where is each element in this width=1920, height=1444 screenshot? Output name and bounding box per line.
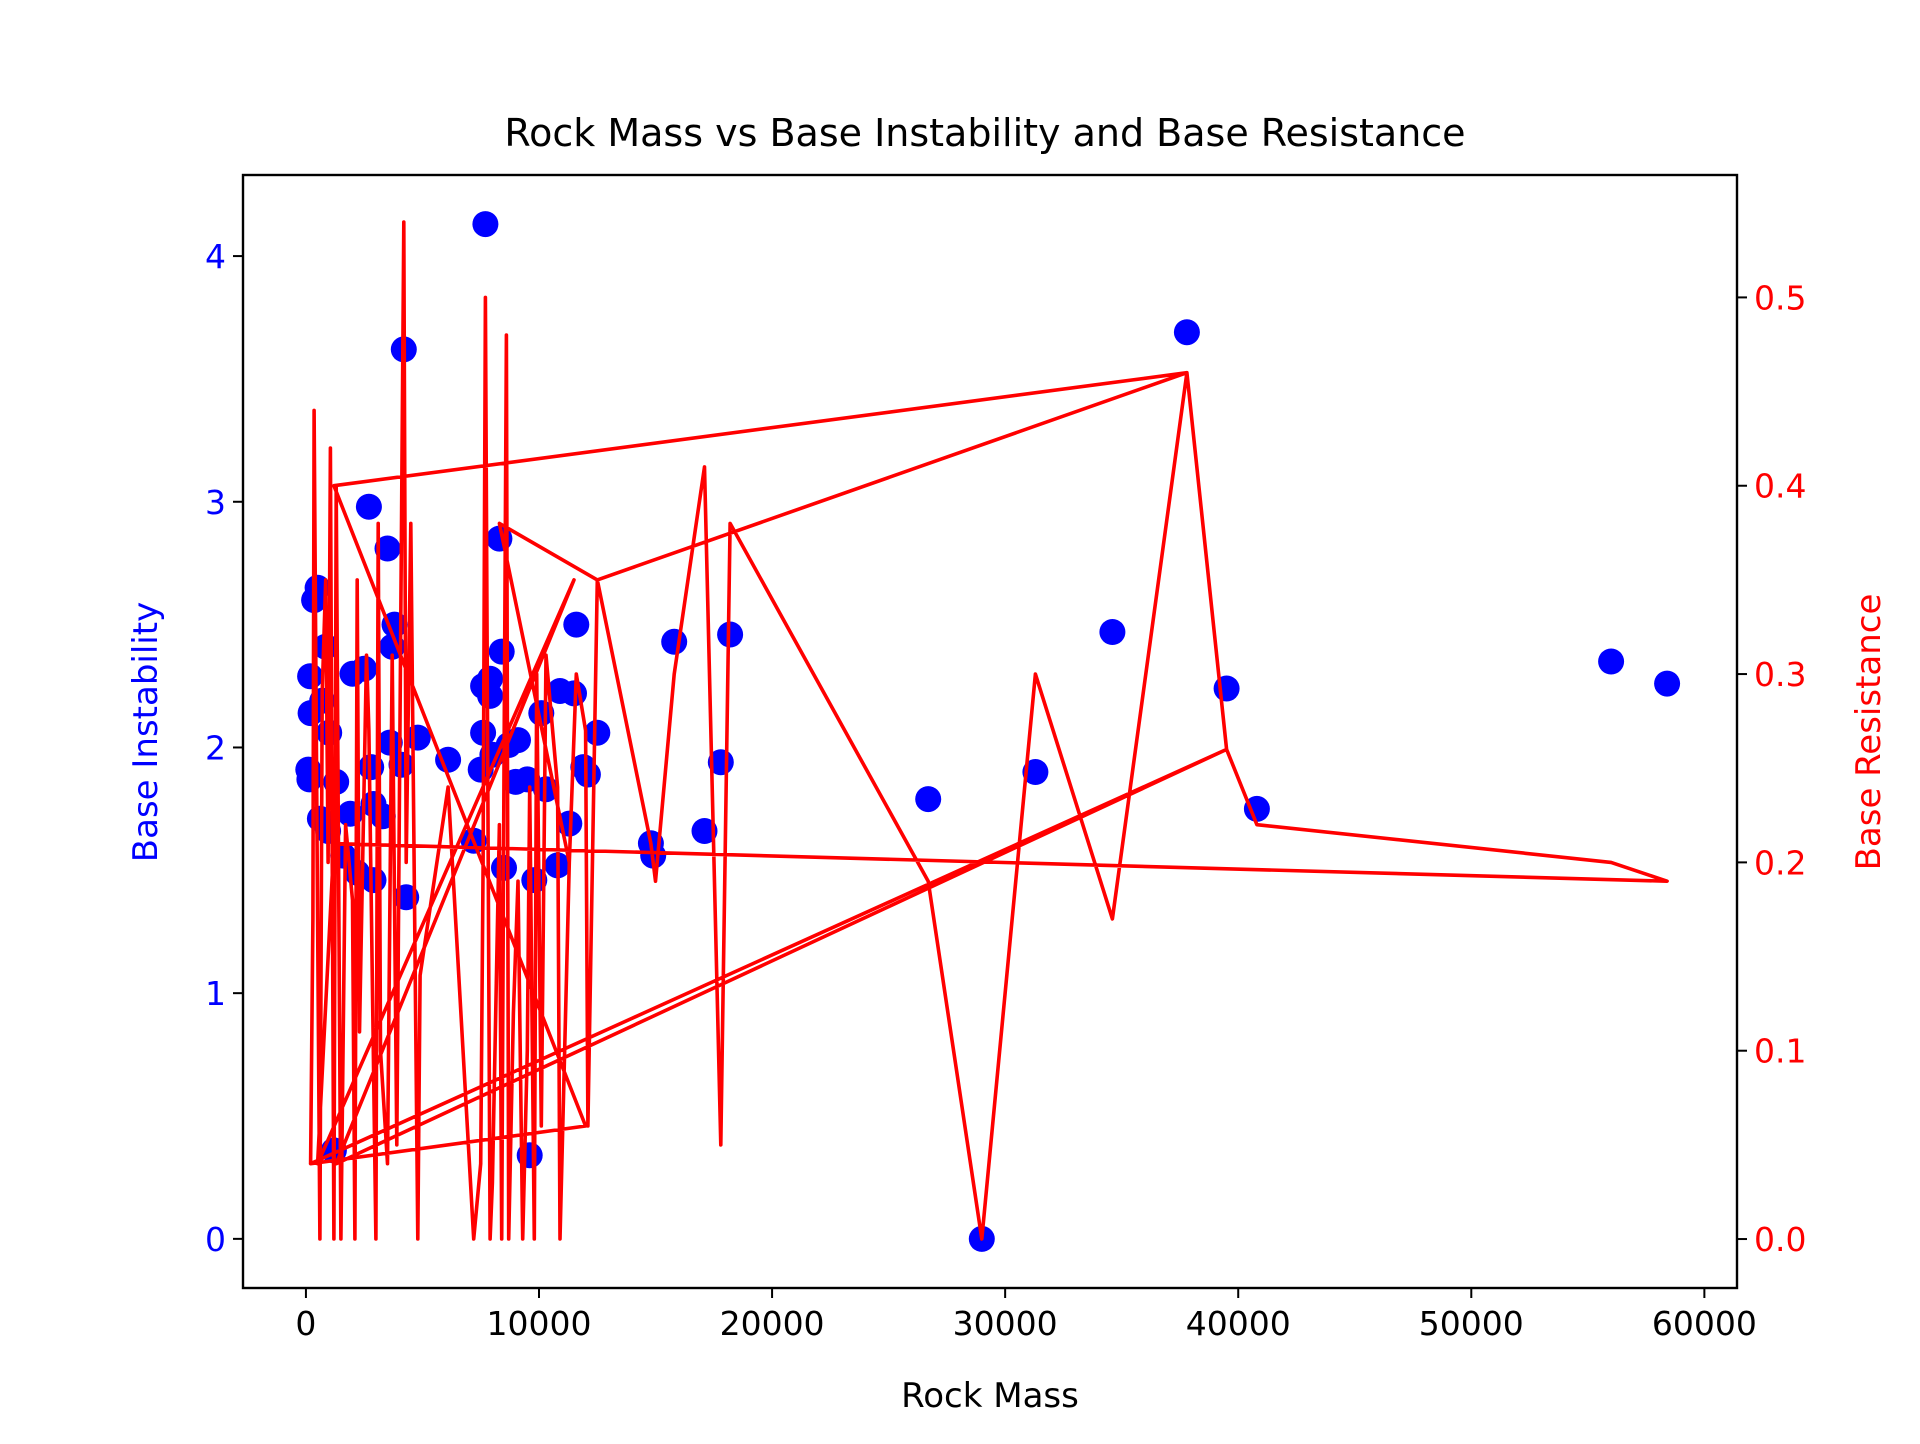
scatter-point (360, 867, 387, 894)
scatter-point (297, 663, 324, 690)
x-axis: 0 10000 20000 30000 40000 50000 60000 (295, 1288, 1757, 1343)
y-right-tick-label: 0.2 (1754, 843, 1806, 882)
scatter-point (584, 719, 611, 746)
y-left-tick-label: 1 (205, 974, 226, 1013)
plot-frame (241, 173, 1739, 1290)
x-tick-label: 30000 (953, 1304, 1058, 1343)
scatter-point (574, 761, 601, 788)
scatter-point (472, 211, 499, 238)
y-right-tick-label: 0.0 (1754, 1220, 1806, 1259)
x-tick-label: 20000 (720, 1304, 825, 1343)
scatter-point (1243, 795, 1270, 822)
resistance-line (308, 220, 1669, 1241)
chart-title: Rock Mass vs Base Instability and Base R… (504, 111, 1465, 155)
y-axis-right-label: Base Resistance (1849, 594, 1889, 871)
scatter-point (691, 818, 718, 844)
scatter-point (435, 746, 462, 773)
y-axis-right: 0.0 0.1 0.2 0.3 0.4 0.5 (1737, 278, 1806, 1259)
scatter-point (1598, 648, 1625, 675)
y-right-tick-label: 0.3 (1754, 655, 1806, 694)
scatter-point (915, 786, 942, 813)
y-right-tick-label: 0.5 (1754, 278, 1806, 317)
scatter-point (1173, 319, 1200, 346)
y-axis-left: 0 1 2 3 4 (205, 237, 243, 1259)
y-right-tick-label: 0.4 (1754, 467, 1806, 506)
scatter-point (488, 638, 515, 665)
y-right-tick-label: 0.1 (1754, 1032, 1806, 1071)
scatter-point (1654, 670, 1681, 697)
scatter-point (1099, 619, 1126, 645)
scatter-point (661, 628, 688, 655)
x-tick-label: 10000 (487, 1304, 592, 1343)
y-axis-left-label: Base Instability (126, 602, 166, 862)
scatter-point (477, 665, 504, 692)
x-axis-label: Rock Mass (901, 1376, 1079, 1416)
scatter-point (355, 493, 382, 520)
y-left-tick-label: 4 (205, 237, 226, 276)
y-left-tick-label: 0 (205, 1220, 226, 1259)
y-left-tick-label: 2 (205, 728, 226, 767)
scatter-point (1022, 759, 1049, 785)
x-tick-label: 40000 (1186, 1304, 1291, 1343)
plot-area (295, 211, 1681, 1252)
x-tick-label: 50000 (1419, 1304, 1524, 1343)
x-tick-label: 0 (295, 1304, 316, 1343)
scatter-point (374, 535, 401, 562)
x-tick-label: 60000 (1652, 1304, 1757, 1343)
scatter-point (563, 611, 590, 638)
y-left-tick-label: 3 (205, 483, 226, 522)
